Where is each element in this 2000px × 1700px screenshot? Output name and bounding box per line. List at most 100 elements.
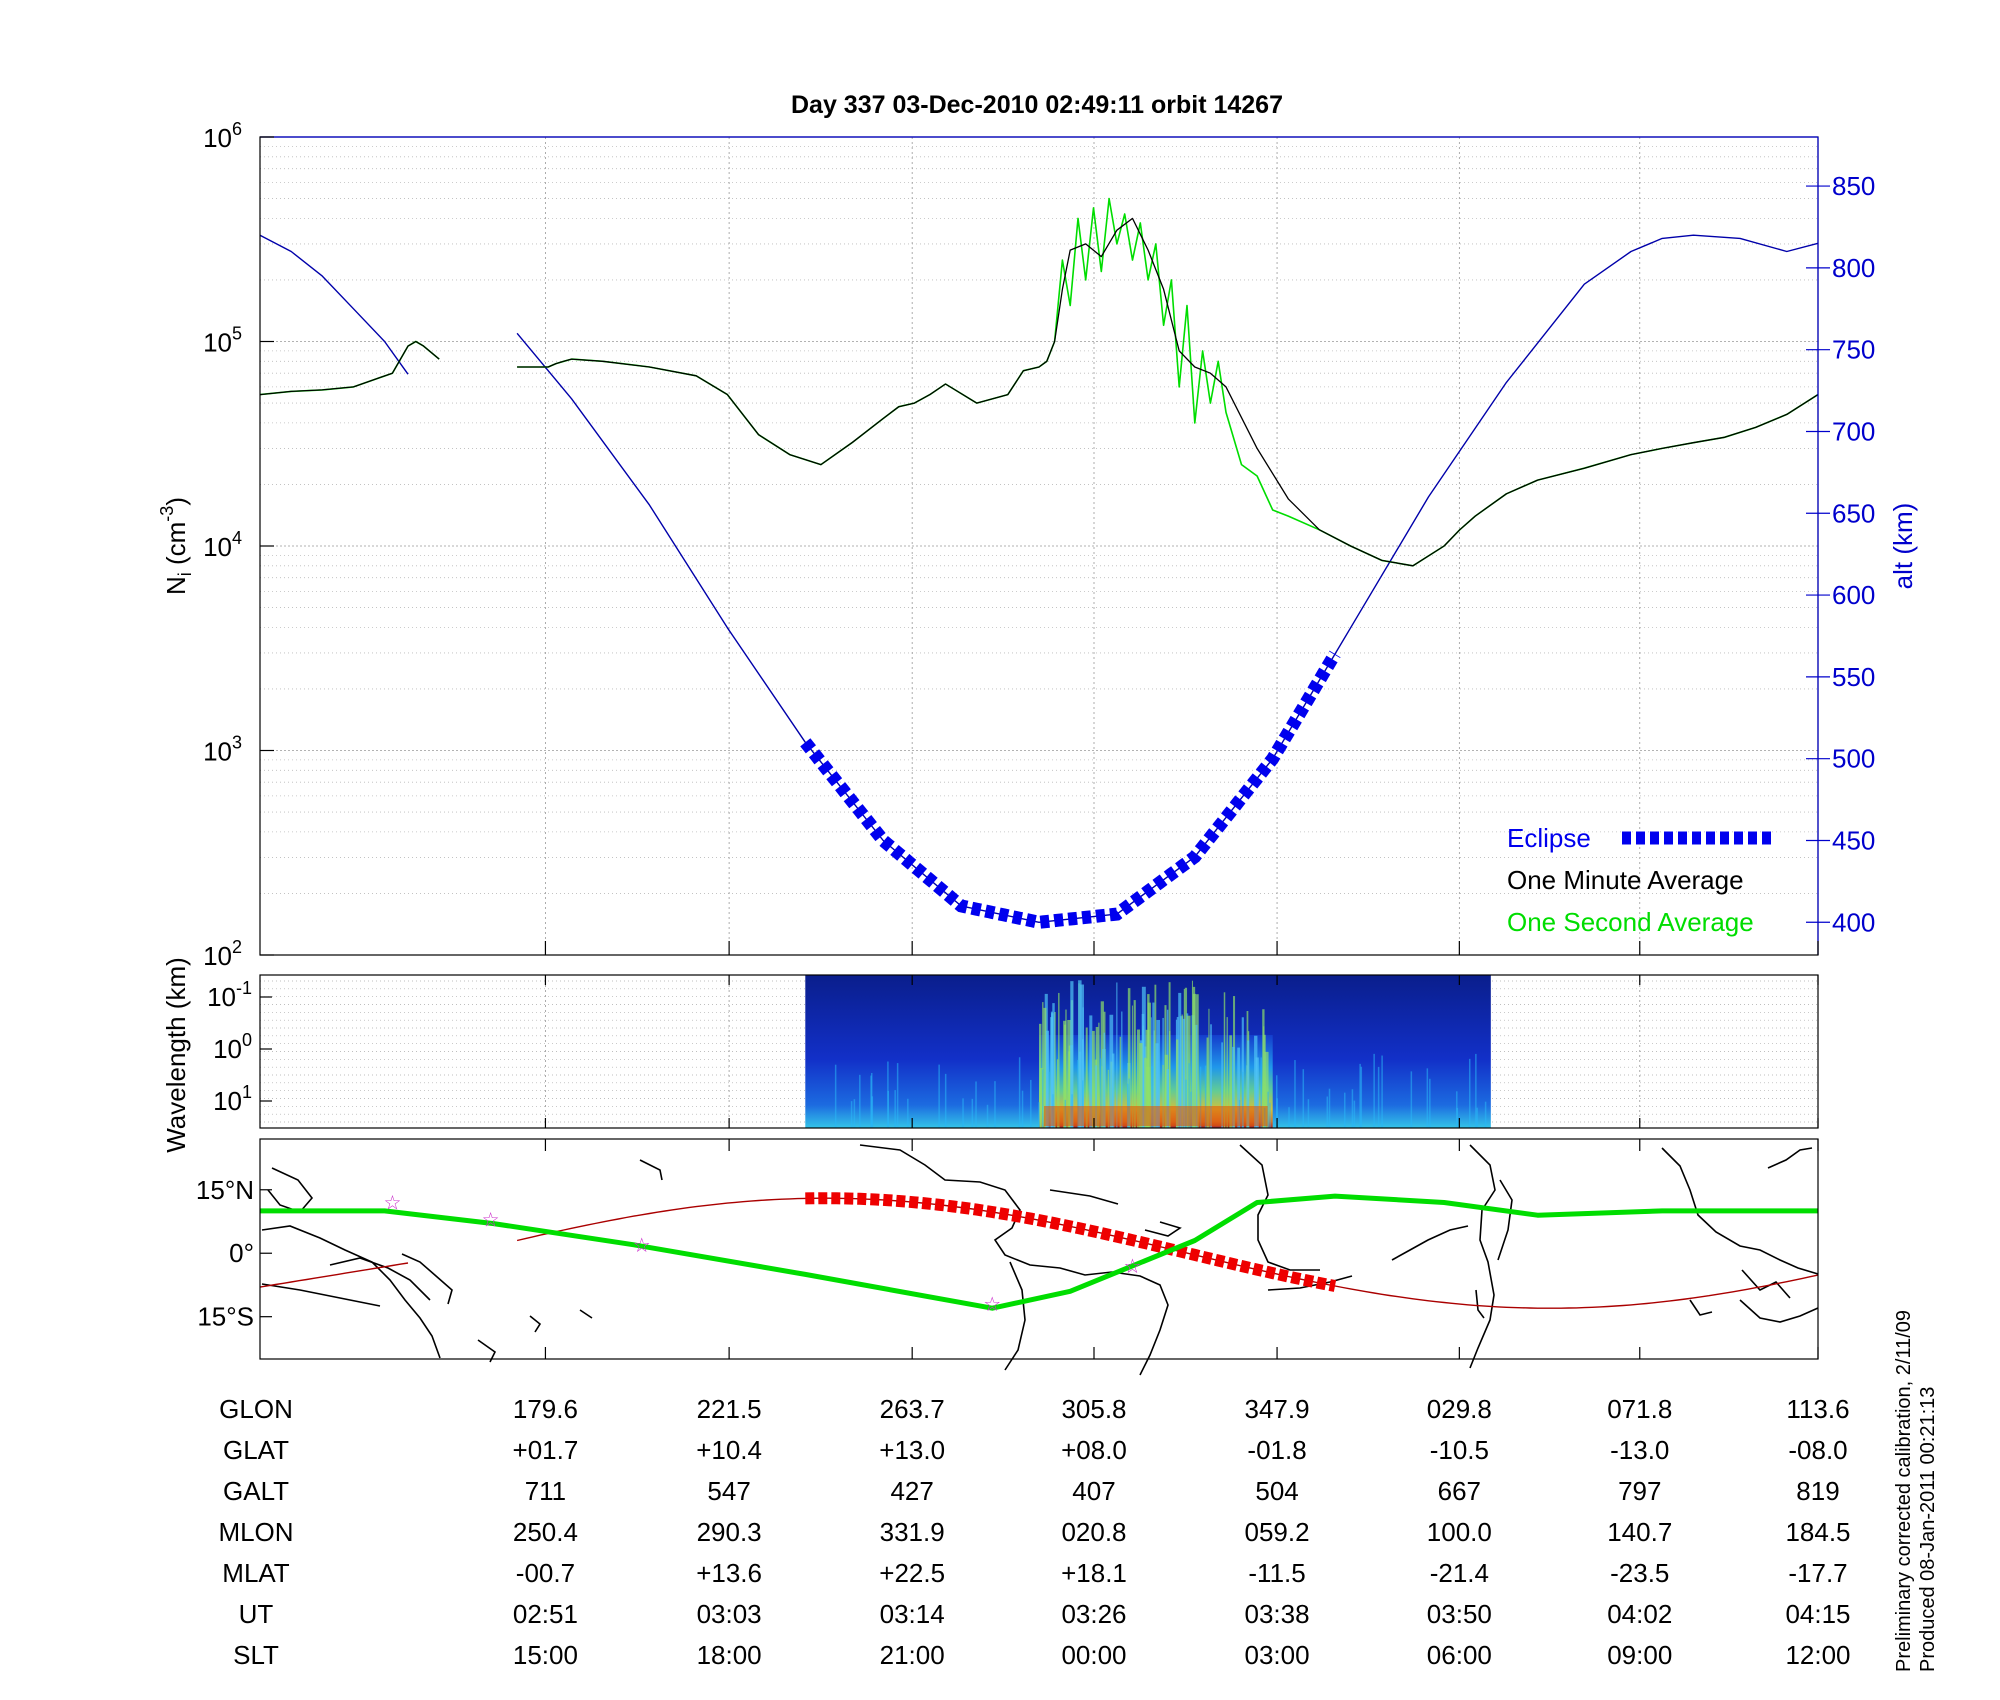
density-grid [260,136,1819,956]
density-panel: 102 103 104 105 106 400 450 500 550 600 650 700 750… [157,119,1918,971]
table-cell: 21:00 [880,1640,945,1670]
table-cell: +13.0 [879,1435,945,1465]
spectrogram-streak [1192,993,1197,1128]
spectrogram-streak [896,1063,899,1128]
spectrogram-streak [1042,1002,1044,1128]
station-markers: ☆ ☆ ☆ ☆ ☆ [383,1190,1141,1316]
spectrogram-streak [1107,1069,1109,1128]
spectrogram-panel: 10-1 100 101 Wavelength (km) [161,957,1819,1153]
spectrogram-streak [1101,1066,1103,1128]
spectrogram-streak [1039,1068,1043,1128]
table-cell: -10.5 [1430,1435,1489,1465]
spectrogram-streak [907,1098,909,1128]
altitude-tick-label: 700 [1832,416,1875,446]
table-cell: 290.3 [697,1517,762,1547]
spectrogram-streak [1410,1071,1413,1128]
spectrogram-streak [1326,1096,1329,1128]
spectrogram-streak [1030,1079,1032,1128]
spectrogram-streak [1237,1047,1240,1128]
table-row-label: UT [239,1599,274,1629]
density-y-tick-label: 103 [203,733,242,767]
table-cell: 03:26 [1061,1599,1126,1629]
spectrogram-streak [938,1064,940,1128]
table-cell: 113.6 [1786,1394,1849,1424]
spectrogram-streak [1121,1011,1123,1128]
table-cell: 04:15 [1785,1599,1850,1629]
spectrogram-streak [1276,1098,1278,1128]
spectrogram-streak [1351,1089,1354,1128]
spectrogram-y-label: Wavelength (km) [161,957,191,1153]
spectrogram-streak [1151,1066,1154,1128]
spectrogram-streak [971,1098,974,1128]
spectrogram-streak [1085,1027,1088,1128]
spectrogram-streak [859,1074,861,1128]
spectrogram-streak [1206,1037,1209,1128]
spectrogram-streak [1169,1031,1171,1128]
spectrogram-streak [1184,987,1188,1128]
spectrogram-streak [1112,1053,1115,1128]
spectrogram-streak [1208,1008,1210,1128]
table-cell: 797 [1618,1476,1661,1506]
legend-one-second-label: One Second Average [1507,907,1754,937]
table-cell: +01.7 [513,1435,579,1465]
table-cell: +10.4 [696,1435,762,1465]
table-cell: -08.0 [1788,1435,1847,1465]
legend-eclipse-label: Eclipse [1507,823,1591,853]
map-axes-frame [259,1138,1819,1360]
spectrogram-streak [1373,1053,1375,1128]
spectrogram-streak [1164,1005,1167,1128]
table-row-label: MLON [218,1517,293,1547]
spectrogram-streak [1294,1060,1296,1128]
spectrogram-streak [1147,1002,1151,1128]
table-cell: 427 [890,1476,933,1506]
table-cell: -13.0 [1610,1435,1669,1465]
spectrogram-streak [1264,1051,1269,1128]
spectrogram-streak [1139,1043,1143,1128]
altitude-tick-label: 850 [1832,171,1875,201]
spectrogram-streak [1077,1059,1079,1128]
ground-track [259,1192,1819,1309]
spectrogram-streak [1181,1014,1183,1128]
spectrogram-streak [1018,1057,1021,1128]
spectrogram-streak [1089,1015,1093,1128]
table-cell: 15:00 [513,1640,578,1670]
spectrogram-streak [1178,992,1182,1128]
table-cell: -21.4 [1430,1558,1489,1588]
altitude-y-ticks: 400 450 500 550 600 650 700 750 800 850 [1806,171,1875,937]
density-y-tick-label: 102 [203,937,242,971]
spectrogram-streak [1021,1090,1024,1128]
map-y-tick-label: 0° [229,1238,254,1268]
altitude-line [259,234,409,375]
table-cell: +08.0 [1061,1435,1127,1465]
spectrogram-streak [1426,1068,1429,1128]
table-cell: +13.6 [696,1558,762,1588]
spectrogram-streak [1456,1107,1459,1128]
spectrogram-streak [1078,1051,1082,1128]
density-y-tick-label: 105 [203,324,242,358]
magnetic-equator [260,1193,1818,1311]
spectrogram-streak [1247,1040,1250,1128]
spectrogram-streak [1058,992,1060,1128]
spectrogram-streak [1223,992,1226,1128]
spectrogram-y-tick-label: 101 [213,1082,252,1116]
spectrogram-streak [994,1081,996,1128]
density-x-ticks [544,941,1819,955]
table-row-label: GLON [219,1394,293,1424]
spectrogram-streak [1344,1092,1346,1128]
table-cell: 18:00 [697,1640,762,1670]
produced-note: Produced 08-Jan-2011 00:21:13 [1917,1387,1939,1672]
spectrogram-streak [1053,1012,1056,1128]
spectrogram-streak [1260,1057,1262,1128]
spectrogram-streak [1468,1058,1471,1128]
altitude-tick-label: 500 [1832,744,1875,774]
calibration-note: Preliminary corrected calibration, 2/11/… [1893,1310,1915,1672]
spectrogram-streak [1254,1035,1258,1128]
altitude-tick-label: 600 [1832,580,1875,610]
spectrogram-streak [1353,1100,1356,1128]
map-y-tick-label: 15°N [196,1175,254,1205]
table-cell: 407 [1072,1476,1115,1506]
spectrogram-streak [1269,1102,1271,1128]
table-row-label: SLT [233,1640,279,1670]
spectrogram-streak [1484,1101,1487,1128]
one-minute-line [259,340,440,396]
